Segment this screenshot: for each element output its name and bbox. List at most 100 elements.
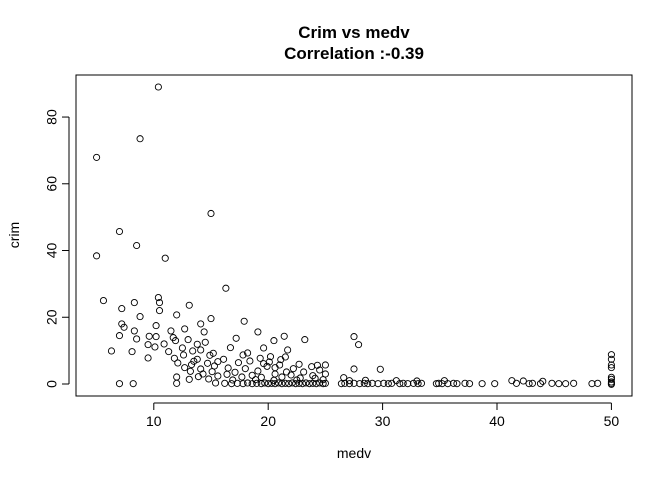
data-point — [295, 379, 303, 387]
data-point — [264, 380, 272, 388]
data-point — [144, 341, 152, 349]
x-axis-label: medv — [337, 445, 371, 461]
data-point — [208, 368, 216, 376]
data-point — [241, 365, 249, 373]
data-point — [285, 380, 293, 388]
y-tick-label: 20 — [44, 309, 60, 325]
data-point — [278, 380, 286, 388]
data-point — [288, 379, 296, 387]
x-tick-label: 30 — [375, 413, 391, 429]
data-point — [204, 359, 212, 367]
data-point — [396, 380, 404, 388]
data-point — [197, 346, 205, 354]
data-point — [179, 351, 188, 359]
data-point — [271, 380, 279, 388]
data-point — [223, 370, 231, 378]
data-point — [270, 337, 278, 345]
data-point — [555, 380, 563, 388]
data-point — [238, 373, 246, 381]
data-point — [248, 380, 256, 388]
data-point — [341, 379, 349, 387]
data-point — [181, 364, 189, 372]
data-point — [308, 363, 316, 371]
data-point — [184, 336, 192, 344]
data-point — [151, 343, 159, 351]
data-point — [173, 379, 181, 387]
x-tick-label: 50 — [604, 413, 620, 429]
data-point — [539, 377, 547, 385]
data-point — [316, 366, 324, 374]
data-point — [174, 359, 182, 367]
data-point — [246, 357, 254, 365]
data-point — [548, 379, 556, 387]
data-point — [201, 338, 209, 346]
data-point — [107, 347, 116, 355]
data-point — [432, 380, 440, 388]
data-point — [254, 328, 262, 336]
data-point — [277, 356, 285, 364]
data-point — [256, 354, 264, 362]
data-point — [607, 351, 615, 359]
data-point — [435, 379, 443, 387]
axes: 10 20 30 40 50 0 20 40 60 80 — [44, 109, 620, 429]
data-point — [205, 375, 213, 383]
y-tick-label: 80 — [44, 109, 60, 125]
data-point — [128, 348, 136, 356]
data-point — [298, 380, 307, 388]
data-point — [254, 367, 262, 375]
data-point — [444, 380, 452, 388]
data-point — [115, 332, 124, 340]
data-point — [321, 379, 329, 387]
data-point — [239, 351, 247, 359]
data-point — [229, 376, 237, 384]
data-point — [214, 358, 222, 366]
plot-frame — [75, 74, 633, 397]
data-point — [388, 379, 396, 387]
data-point — [226, 344, 234, 352]
data-point — [316, 379, 324, 387]
data-point — [528, 379, 537, 387]
data-point — [155, 307, 164, 315]
data-point — [161, 254, 169, 262]
data-point — [234, 359, 243, 367]
data-point — [340, 374, 348, 382]
data-point — [281, 353, 289, 361]
data-point — [222, 284, 230, 292]
data-point — [233, 379, 241, 387]
data-point — [244, 379, 252, 387]
data-point — [224, 364, 232, 372]
data-point — [130, 299, 138, 307]
data-point — [173, 311, 181, 319]
data-point — [368, 379, 376, 387]
data-point — [356, 380, 364, 388]
data-point — [253, 379, 261, 387]
data-point — [185, 375, 193, 383]
data-point — [562, 380, 570, 388]
data-point — [345, 380, 353, 388]
data-point — [144, 354, 152, 362]
data-point — [240, 317, 248, 325]
data-point — [536, 380, 545, 388]
data-point — [284, 346, 292, 354]
data-point — [404, 380, 412, 388]
data-point — [301, 336, 309, 344]
data-point — [193, 340, 201, 348]
data-point — [194, 373, 202, 381]
data-point — [570, 379, 578, 387]
x-tick-label: 10 — [146, 413, 162, 429]
data-point — [607, 364, 615, 372]
data-point — [178, 344, 186, 352]
data-point — [588, 380, 596, 388]
data-point — [295, 360, 303, 368]
data-point — [120, 323, 128, 331]
data-point — [491, 380, 499, 388]
data-point — [115, 227, 124, 236]
data-point — [300, 368, 308, 376]
data-point — [165, 348, 173, 356]
chart-title: Crim vs medv — [298, 23, 410, 42]
data-point — [380, 379, 388, 387]
data-point — [261, 379, 269, 387]
data-points — [93, 83, 615, 388]
data-point — [409, 379, 418, 387]
data-point — [189, 347, 197, 355]
